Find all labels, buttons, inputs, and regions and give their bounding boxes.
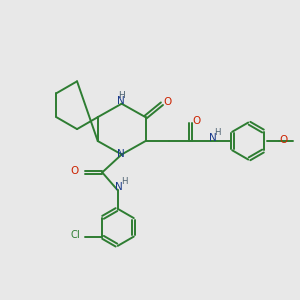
Text: N: N [116,182,123,192]
Text: O: O [192,116,200,126]
Text: N: N [118,96,125,106]
Text: O: O [280,135,288,145]
Text: H: H [121,178,127,187]
Text: Cl: Cl [70,230,80,240]
Text: H: H [118,91,125,100]
Text: O: O [164,97,172,107]
Text: H: H [214,128,221,137]
Text: N: N [118,149,125,159]
Text: N: N [209,133,217,143]
Text: O: O [71,166,79,176]
